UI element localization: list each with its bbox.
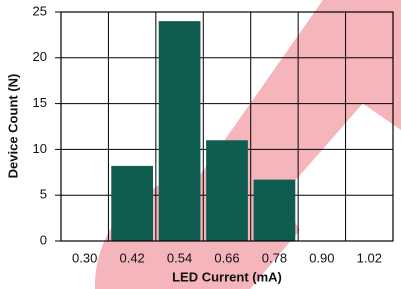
- bar: [159, 21, 201, 241]
- y-tick-label: 15: [33, 95, 47, 110]
- x-tick-label: 0.30: [72, 250, 97, 265]
- x-tick-label: 0.90: [309, 250, 334, 265]
- x-tick-label: 0.78: [262, 250, 287, 265]
- y-tick-label: 25: [33, 3, 47, 18]
- y-tick-label: 0: [40, 232, 47, 247]
- y-tick-label: 10: [33, 141, 47, 156]
- bar: [111, 166, 153, 241]
- y-tick-label: 20: [33, 49, 47, 64]
- chart: Device Count (N) LED Current (mA) 0 5 10 15…: [0, 0, 401, 289]
- x-axis-title: LED Current (mA): [172, 269, 282, 284]
- x-tick-label: 1.02: [357, 250, 382, 265]
- watermark: [95, 0, 401, 289]
- x-tick-label: 0.54: [167, 250, 192, 265]
- bar: [254, 180, 296, 241]
- y-tick-label: 5: [40, 187, 47, 202]
- y-axis-title: Device Count (N): [5, 74, 20, 179]
- x-tick-label: 0.66: [214, 250, 239, 265]
- bar: [206, 140, 248, 241]
- x-tick-label: 0.42: [119, 250, 144, 265]
